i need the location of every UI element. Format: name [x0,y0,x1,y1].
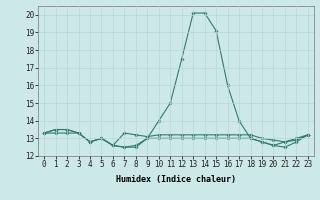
X-axis label: Humidex (Indice chaleur): Humidex (Indice chaleur) [116,175,236,184]
